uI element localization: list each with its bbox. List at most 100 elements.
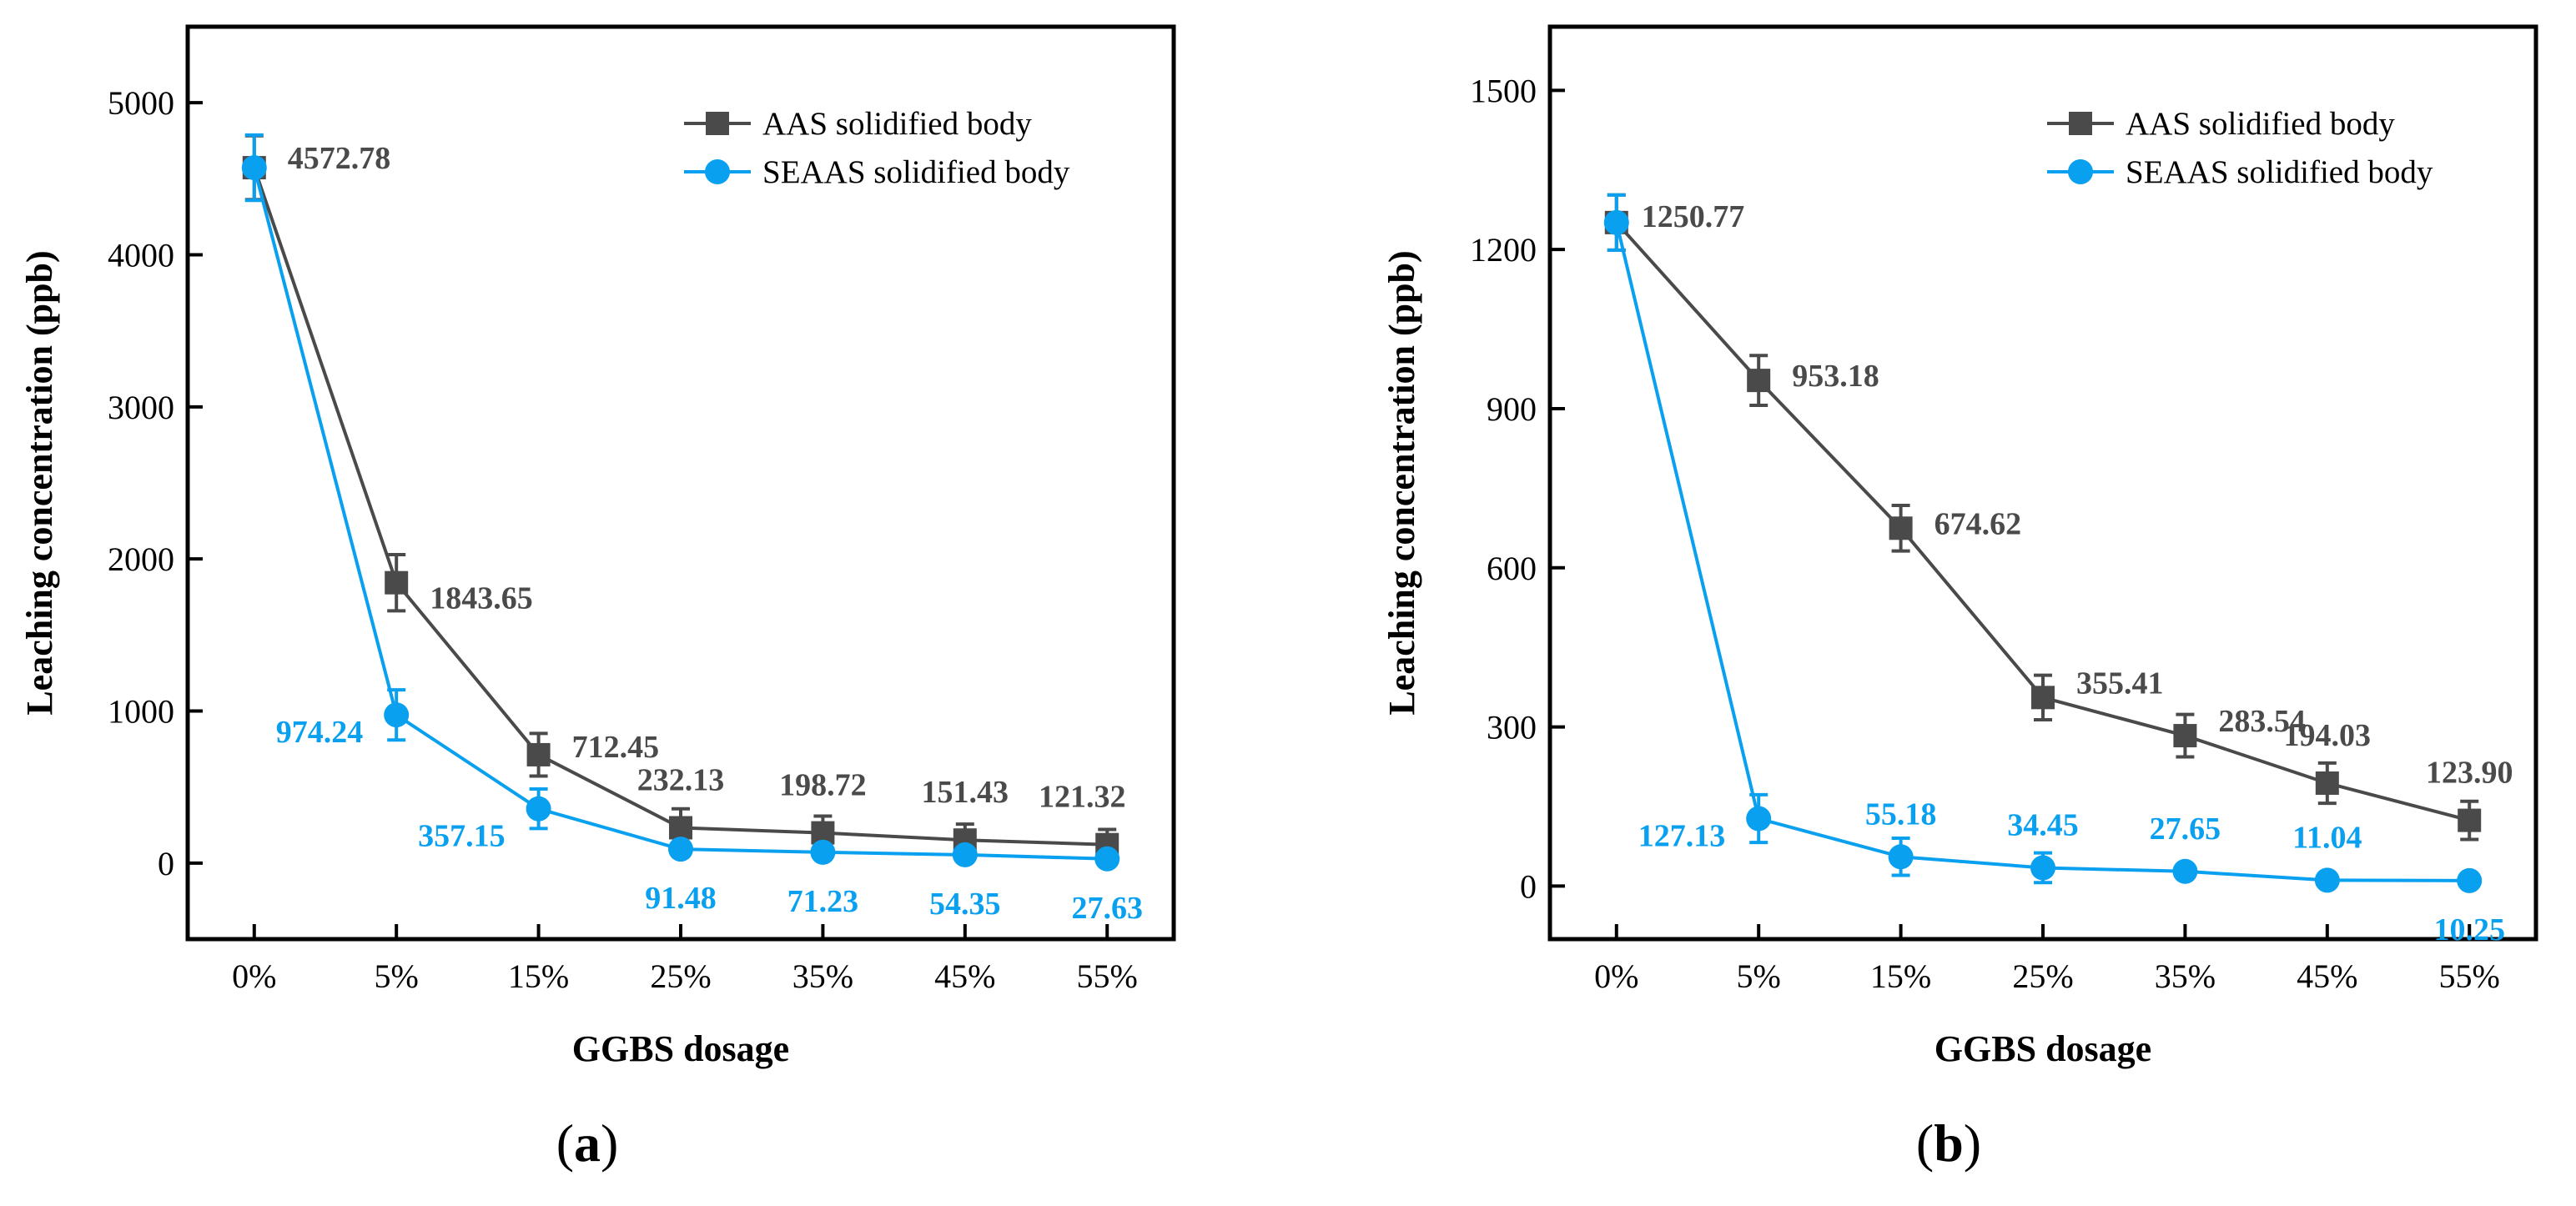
paren-close: ): [1964, 1113, 1981, 1173]
x-tick-label: 15%: [1870, 957, 1931, 995]
panel-letter: a: [574, 1113, 601, 1173]
data-label: 194.03: [2284, 718, 2372, 753]
data-label: 198.72: [779, 768, 867, 803]
series-line: [1614, 222, 2470, 882]
legend-item: AAS solidified body: [684, 106, 1032, 142]
x-tick-label: 45%: [934, 957, 995, 995]
data-point-square: [1747, 369, 1771, 393]
x-tick-label: 55%: [2439, 957, 2500, 995]
y-tick-label: 0: [158, 845, 174, 882]
legend-marker-circle: [705, 159, 730, 184]
data-label: 151.43: [922, 775, 1009, 810]
y-tick-label: 600: [1487, 550, 1537, 587]
data-label: 10.25: [2433, 912, 2505, 947]
subfigure-label: (a): [556, 1113, 619, 1173]
chart-panel-a: 0 1000 2000 3000 4000 5000 0% 5% 15% 25% 35% 45% 55%…: [19, 24, 1176, 1173]
legend-label: AAS solidified body: [762, 106, 1032, 142]
x-tick-label: 55%: [1077, 957, 1138, 995]
x-tick-label: 15%: [508, 957, 569, 995]
x-tick-label: 0%: [1594, 957, 1638, 995]
data-point-square: [2315, 771, 2339, 795]
y-tick-label: 900: [1487, 390, 1537, 428]
paren-close: ): [601, 1113, 618, 1173]
data-label: 712.45: [572, 730, 660, 765]
data-label: 27.63: [1071, 891, 1143, 926]
data-point-circle: [526, 796, 551, 822]
data-point-square: [1889, 516, 1913, 540]
data-point-square: [2458, 808, 2482, 832]
y-tick-label: 2000: [108, 540, 174, 578]
data-label: 283.54: [2218, 704, 2306, 739]
data-point-circle: [2314, 867, 2340, 893]
data-point-square: [526, 742, 551, 766]
y-tick-label: 0: [1520, 867, 1537, 905]
y-tick-label: 5000: [108, 84, 174, 122]
data-label: 121.32: [1039, 780, 1126, 815]
legend-item: SEAAS solidified body: [2047, 154, 2433, 190]
data-label: 1843.65: [430, 581, 533, 616]
data-label: 91.48: [645, 881, 717, 916]
data-point-circle: [1888, 844, 1914, 870]
data-label: 27.65: [2150, 812, 2221, 847]
series-line: [252, 167, 1108, 847]
legend-marker-square: [706, 112, 729, 135]
legend-marker-square: [2069, 112, 2092, 135]
x-tick-label: 35%: [792, 957, 853, 995]
paren-open: (: [556, 1113, 574, 1173]
data-point-circle: [241, 155, 267, 181]
data-label: 55.18: [1865, 796, 1937, 832]
data-point-circle: [2457, 867, 2483, 893]
series-seaas: 127.13 55.18 34.45 27.65 11.04 10.25: [1603, 193, 2505, 947]
data-point-circle: [2172, 858, 2198, 884]
paren-open: (: [1916, 1113, 1934, 1173]
data-point-square: [385, 570, 409, 595]
y-tick-label: 4000: [108, 237, 174, 274]
data-label: 11.04: [2292, 820, 2362, 855]
data-label: 357.15: [418, 819, 506, 854]
series-line: [252, 167, 1108, 861]
y-tick-label: 1500: [1470, 72, 1537, 109]
data-point-square: [669, 816, 692, 840]
data-point-circle: [1746, 806, 1772, 832]
data-label: 34.45: [2007, 807, 2079, 842]
x-tick-label: 5%: [1737, 957, 1781, 995]
legend-label: SEAAS solidified body: [762, 154, 1070, 190]
x-axis-title: GGBS dosage: [572, 1028, 789, 1069]
data-point-circle: [1603, 209, 1629, 235]
x-axis-title: GGBS dosage: [1935, 1028, 2151, 1069]
y-axis-title: Leaching concentration (ppb): [19, 250, 60, 715]
y-tick-label: 300: [1487, 709, 1537, 746]
legend-item: AAS solidified body: [2047, 106, 2395, 142]
series-seaas: 974.24 357.15 91.48 71.23 54.35 27.63: [241, 133, 1143, 926]
legend-label: SEAAS solidified body: [2126, 154, 2433, 190]
data-label: 54.35: [929, 887, 1001, 922]
y-axis-title: Leaching concentration (ppb): [1381, 250, 1422, 715]
data-point-square: [2173, 724, 2197, 748]
data-point-circle: [2030, 855, 2055, 881]
y-tick-label: 3000: [108, 389, 174, 426]
data-label: 232.13: [637, 763, 725, 798]
panel-letter: b: [1934, 1113, 1964, 1173]
x-tick-label: 0%: [232, 957, 276, 995]
data-label: 355.41: [2076, 666, 2164, 701]
x-tick-label: 25%: [2012, 957, 2073, 995]
chart-panel-b: 0 300 600 900 1200 1500 0% 5% 15% 25% 35% 45% 55% GGB…: [1381, 24, 2538, 1173]
legend-marker-circle: [2068, 159, 2093, 184]
legend-item: SEAAS solidified body: [684, 154, 1070, 190]
legend-label: AAS solidified body: [2126, 106, 2395, 142]
subfigure-label: (b): [1916, 1113, 1981, 1173]
data-label: 1250.77: [1642, 199, 1745, 234]
data-label: 71.23: [787, 884, 859, 919]
data-point-circle: [810, 839, 836, 865]
data-label: 953.18: [1792, 359, 1879, 394]
y-tick-label: 1000: [108, 693, 174, 731]
data-label: 4572.78: [288, 141, 391, 176]
data-point-circle: [384, 702, 410, 728]
data-point-square: [2031, 686, 2055, 710]
data-label: 974.24: [276, 715, 364, 750]
data-label: 674.62: [1935, 506, 2022, 541]
data-point-circle: [668, 837, 693, 862]
